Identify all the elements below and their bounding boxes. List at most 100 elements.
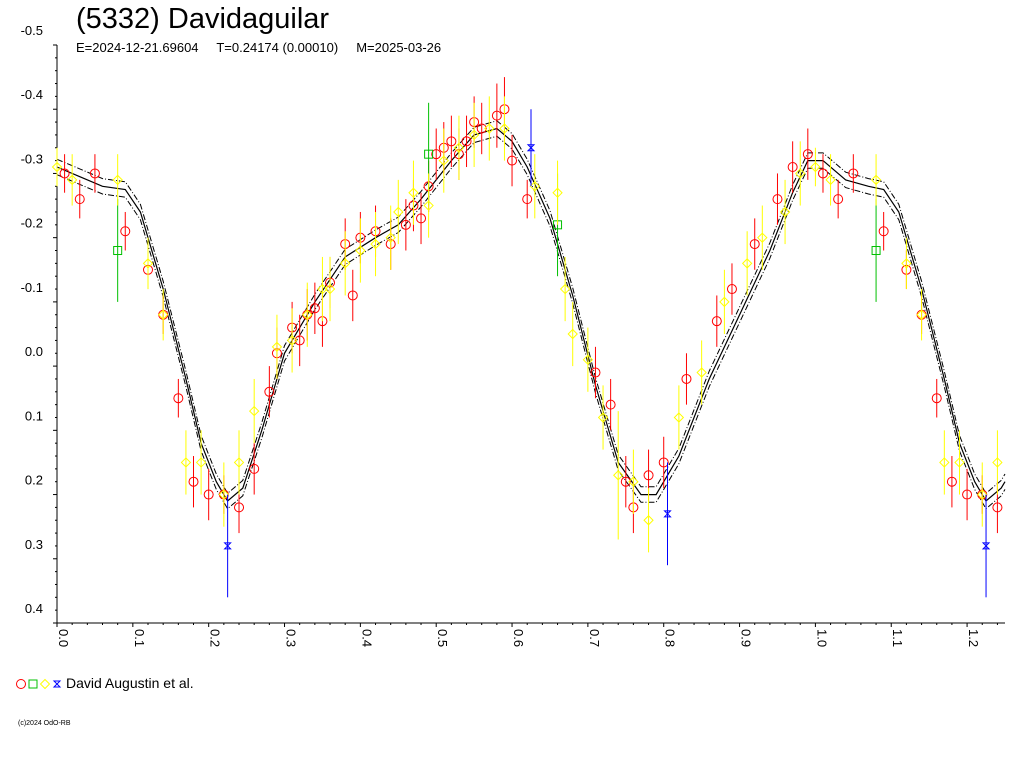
y-tick-label: -0.2 bbox=[21, 216, 43, 231]
data-point bbox=[400, 219, 411, 230]
data-point bbox=[522, 194, 533, 205]
data-point bbox=[658, 457, 669, 468]
data-point bbox=[711, 316, 722, 327]
copyright-text: (c)2024 OdO-RB bbox=[18, 720, 71, 727]
data-point bbox=[393, 206, 404, 218]
y-tick-label: 0.1 bbox=[25, 408, 43, 423]
data-point bbox=[499, 123, 510, 134]
data-point bbox=[878, 226, 889, 237]
data-point bbox=[779, 206, 791, 218]
data-point bbox=[408, 187, 419, 198]
data-point bbox=[696, 367, 707, 378]
data-point bbox=[39, 678, 51, 690]
data-point bbox=[643, 470, 654, 481]
data-point bbox=[870, 174, 882, 186]
data-point bbox=[286, 335, 298, 346]
chart-title: (5332) Davidaguilar bbox=[76, 3, 330, 35]
y-tick-label: -0.4 bbox=[21, 87, 43, 102]
y-tick-label: -0.1 bbox=[21, 280, 43, 295]
x-tick-label: 0.5 bbox=[435, 629, 450, 647]
data-point bbox=[339, 258, 351, 269]
data-point bbox=[218, 489, 230, 500]
data-point bbox=[643, 515, 654, 526]
data-point bbox=[234, 502, 245, 513]
legend-markers bbox=[16, 678, 62, 690]
data-point bbox=[726, 284, 737, 295]
fit-curve bbox=[56, 127, 1006, 502]
data-point bbox=[526, 144, 536, 152]
data-point bbox=[833, 194, 844, 205]
data-point bbox=[66, 174, 78, 186]
x-tick-label: 1.1 bbox=[890, 629, 905, 647]
data-point bbox=[324, 283, 336, 295]
data-point bbox=[453, 142, 465, 153]
series-square bbox=[113, 102, 881, 302]
data-point bbox=[347, 290, 358, 301]
x-tick-label: 0.8 bbox=[663, 629, 678, 647]
data-point bbox=[468, 129, 480, 141]
data-point bbox=[620, 476, 631, 487]
data-point bbox=[757, 232, 768, 243]
data-point bbox=[977, 489, 988, 500]
data-point bbox=[294, 335, 305, 346]
data-point bbox=[271, 341, 283, 353]
data-point bbox=[931, 393, 942, 404]
legend-label: David Augustin et al. bbox=[66, 675, 194, 691]
y-tick-label: 0.0 bbox=[25, 344, 43, 359]
data-point bbox=[370, 238, 381, 250]
data-point bbox=[302, 309, 313, 320]
data-point bbox=[605, 399, 616, 410]
x-tick-label: 0.9 bbox=[739, 629, 754, 647]
x-tick-label: 0.3 bbox=[284, 629, 299, 647]
data-point bbox=[954, 457, 965, 468]
data-point bbox=[848, 168, 859, 179]
data-point bbox=[802, 149, 813, 160]
data-point bbox=[613, 470, 624, 481]
data-point bbox=[992, 502, 1003, 513]
data-point bbox=[248, 405, 260, 417]
data-point bbox=[597, 412, 609, 423]
data-point bbox=[195, 457, 207, 468]
x-tick-label: 1.2 bbox=[966, 629, 981, 647]
y-tick-label: -0.3 bbox=[21, 151, 43, 166]
data-point bbox=[787, 162, 798, 173]
x-tick-label: 0.1 bbox=[132, 629, 147, 647]
data-point bbox=[120, 226, 131, 237]
data-point bbox=[795, 168, 806, 179]
data-point bbox=[423, 200, 434, 211]
data-point bbox=[416, 213, 427, 224]
data-point bbox=[946, 476, 957, 487]
data-point bbox=[749, 239, 760, 250]
y-tick-label: -0.5 bbox=[21, 23, 43, 38]
data-point bbox=[810, 161, 821, 173]
data-point bbox=[180, 457, 192, 468]
data-point bbox=[112, 174, 123, 186]
data-point bbox=[916, 309, 927, 320]
data-point bbox=[817, 168, 828, 179]
data-point bbox=[28, 679, 38, 689]
data-point bbox=[203, 489, 214, 500]
data-point bbox=[249, 463, 260, 474]
epoch-text: E=2024-12-21.69604 bbox=[76, 40, 199, 55]
data-point bbox=[89, 168, 100, 179]
data-point bbox=[317, 283, 328, 295]
x-tick-label: 0.4 bbox=[359, 629, 374, 647]
series-diamond bbox=[51, 96, 1003, 553]
data-point bbox=[628, 476, 639, 487]
data-point bbox=[582, 354, 594, 365]
data-point bbox=[424, 149, 434, 159]
data-point bbox=[559, 283, 571, 295]
x-tick-label: 0.7 bbox=[587, 629, 602, 647]
data-point bbox=[772, 194, 783, 205]
data-point bbox=[507, 155, 518, 166]
x-tick-label: 1.0 bbox=[814, 629, 829, 647]
x-tick-label: 0.2 bbox=[208, 629, 223, 647]
series-star bbox=[223, 109, 991, 598]
data-point bbox=[567, 328, 578, 340]
data-point bbox=[461, 136, 472, 147]
data-point bbox=[992, 457, 1003, 468]
data-point bbox=[741, 258, 753, 269]
data-point bbox=[901, 258, 912, 269]
x-tick-label: 0.6 bbox=[511, 629, 526, 647]
